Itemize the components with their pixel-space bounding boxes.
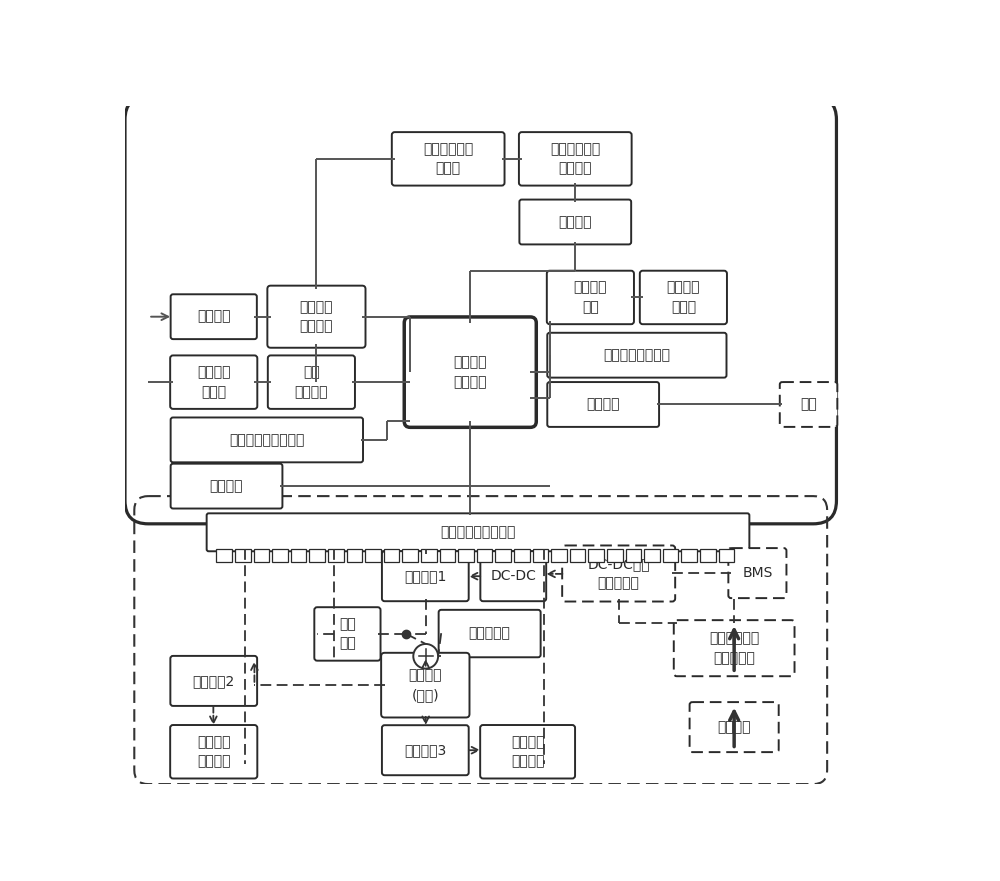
FancyBboxPatch shape <box>519 200 631 244</box>
Text: 检测和控制电路接口: 检测和控制电路接口 <box>440 525 516 539</box>
Text: 车辆常规
低压电路: 车辆常规 低压电路 <box>511 735 544 768</box>
Text: 动力电池: 动力电池 <box>717 720 751 734</box>
FancyBboxPatch shape <box>170 725 257 779</box>
Text: 使能状态
指示灯: 使能状态 指示灯 <box>197 366 230 399</box>
Bar <box>384 549 399 561</box>
FancyBboxPatch shape <box>547 382 659 427</box>
Text: 继电器－2: 继电器－2 <box>193 674 235 688</box>
FancyBboxPatch shape <box>170 355 257 409</box>
FancyBboxPatch shape <box>640 270 727 324</box>
Text: BMS: BMS <box>742 566 773 580</box>
Bar <box>272 549 288 561</box>
Bar <box>533 549 548 561</box>
Bar <box>235 549 251 561</box>
Text: DC-DC: DC-DC <box>490 569 536 583</box>
Text: 电流传感器: 电流传感器 <box>469 626 511 640</box>
Text: 控制电源状态
指示灯: 控制电源状态 指示灯 <box>423 142 473 175</box>
Bar <box>365 549 381 561</box>
Bar <box>328 549 344 561</box>
FancyBboxPatch shape <box>314 607 381 661</box>
Text: 低压
电瓶: 低压 电瓶 <box>339 618 356 651</box>
FancyBboxPatch shape <box>562 545 675 602</box>
Text: 控制模式
指示灯: 控制模式 指示灯 <box>667 281 700 315</box>
FancyBboxPatch shape <box>480 725 575 779</box>
Bar <box>551 549 567 561</box>
Text: 动力电池高压
电路继电器: 动力电池高压 电路继电器 <box>709 632 759 665</box>
Text: 车辆待机
低压电路: 车辆待机 低压电路 <box>197 735 230 768</box>
FancyBboxPatch shape <box>381 653 469 717</box>
FancyBboxPatch shape <box>547 270 634 324</box>
Bar <box>607 549 623 561</box>
FancyBboxPatch shape <box>382 725 469 775</box>
Bar <box>700 549 716 561</box>
Text: 控制模式
开关: 控制模式 开关 <box>574 281 607 315</box>
FancyBboxPatch shape <box>439 610 541 657</box>
Text: 通讯接口: 通讯接口 <box>586 397 620 411</box>
FancyBboxPatch shape <box>207 514 749 552</box>
Bar <box>626 549 641 561</box>
Bar <box>347 549 362 561</box>
Bar <box>440 549 455 561</box>
Bar <box>458 549 474 561</box>
FancyBboxPatch shape <box>519 132 632 186</box>
Text: 其它: 其它 <box>800 397 817 411</box>
Bar <box>719 549 734 561</box>
Text: 调试接口: 调试接口 <box>210 479 243 493</box>
FancyBboxPatch shape <box>404 317 536 427</box>
FancyBboxPatch shape <box>674 620 795 677</box>
FancyBboxPatch shape <box>267 285 365 348</box>
FancyBboxPatch shape <box>171 294 257 339</box>
Bar <box>514 549 530 561</box>
FancyBboxPatch shape <box>690 702 779 752</box>
Bar <box>254 549 269 561</box>
Text: 继电器－1: 继电器－1 <box>404 569 446 583</box>
Text: 控制信息状态指示灯: 控制信息状态指示灯 <box>229 433 305 447</box>
Bar <box>495 549 511 561</box>
FancyBboxPatch shape <box>728 548 786 598</box>
FancyBboxPatch shape <box>547 333 726 378</box>
FancyBboxPatch shape <box>480 552 546 601</box>
Bar <box>588 549 604 561</box>
FancyBboxPatch shape <box>268 355 355 409</box>
Bar <box>309 549 325 561</box>
Bar <box>402 549 418 561</box>
Text: 控制电源: 控制电源 <box>559 215 592 229</box>
Text: 低压电源
管理单元: 低压电源 管理单元 <box>454 355 487 389</box>
Circle shape <box>413 644 438 669</box>
Bar <box>663 549 678 561</box>
Text: 控制电源手动
检查开关: 控制电源手动 检查开关 <box>550 142 600 175</box>
FancyBboxPatch shape <box>171 463 282 508</box>
Bar <box>421 549 437 561</box>
Bar <box>477 549 492 561</box>
FancyBboxPatch shape <box>392 132 505 186</box>
Bar <box>681 549 697 561</box>
Bar <box>644 549 660 561</box>
FancyBboxPatch shape <box>780 382 837 427</box>
Text: 电源接口: 电源接口 <box>197 310 230 323</box>
Text: 机械
使能开关: 机械 使能开关 <box>295 366 328 399</box>
Bar <box>570 549 585 561</box>
FancyBboxPatch shape <box>170 655 257 706</box>
Bar <box>291 549 306 561</box>
FancyBboxPatch shape <box>171 418 363 463</box>
Text: 手动操作组合开关: 手动操作组合开关 <box>603 348 670 362</box>
Text: DC-DC高压
电路继电器: DC-DC高压 电路继电器 <box>587 557 650 590</box>
Bar <box>216 549 232 561</box>
Text: 系统电源
管理单元: 系统电源 管理单元 <box>300 300 333 333</box>
Text: 继电器－3: 继电器－3 <box>404 744 446 757</box>
FancyBboxPatch shape <box>382 552 469 601</box>
Text: 手动开关
(常闭): 手动开关 (常闭) <box>409 669 442 702</box>
